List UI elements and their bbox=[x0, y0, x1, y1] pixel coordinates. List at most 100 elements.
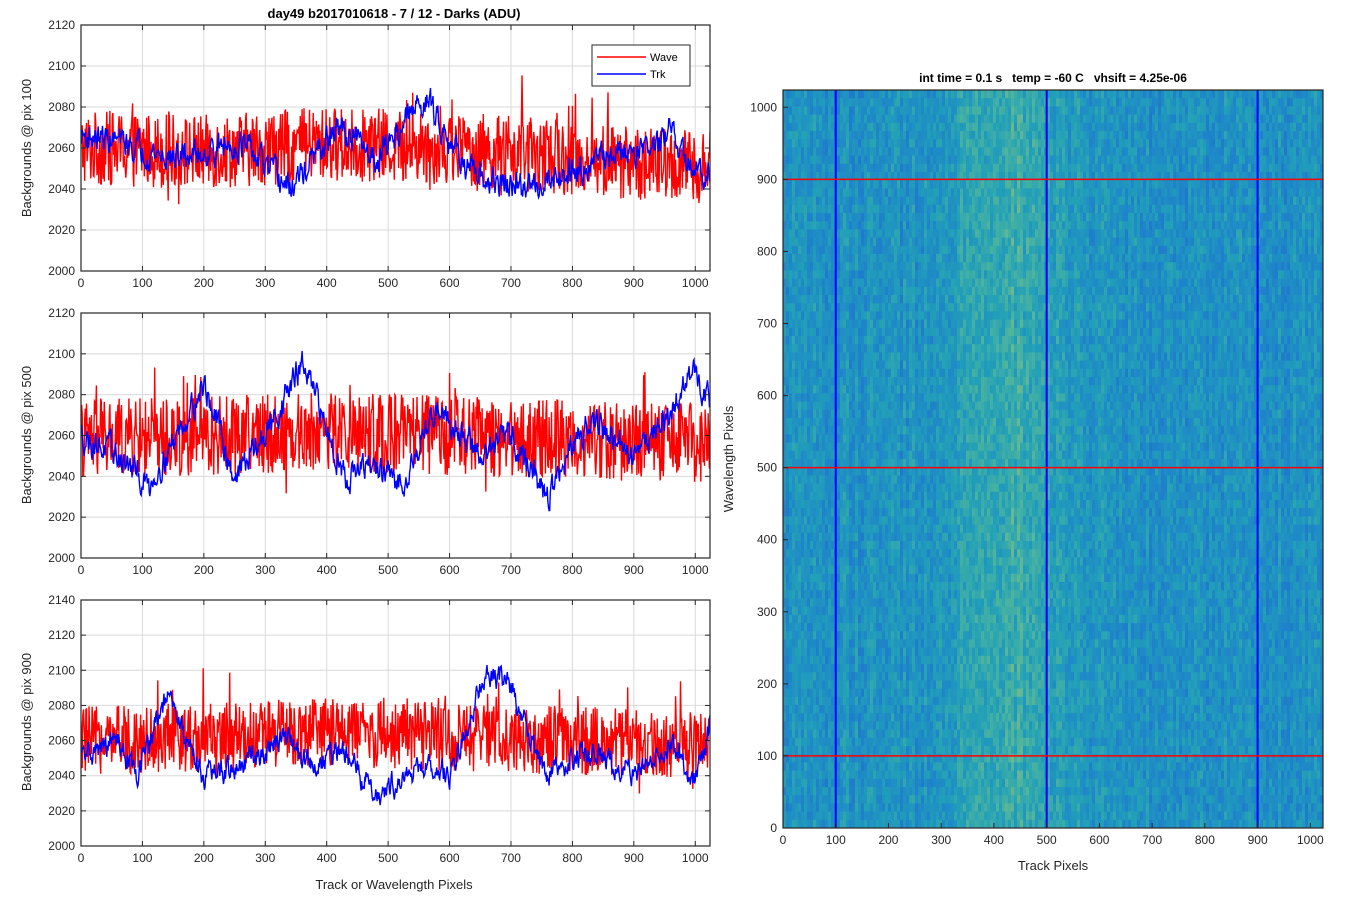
heatmap-cell bbox=[807, 705, 810, 714]
heatmap-cell bbox=[906, 467, 909, 476]
heatmap-cell bbox=[873, 779, 876, 788]
heatmap-cell bbox=[867, 115, 870, 124]
heatmap-cell bbox=[903, 771, 906, 780]
heatmap-cell bbox=[828, 590, 831, 599]
heatmap-cell bbox=[837, 533, 840, 542]
heatmap-cell bbox=[933, 197, 936, 206]
heatmap-cell bbox=[909, 295, 912, 304]
heatmap-cell bbox=[825, 590, 828, 599]
heatmap-cell bbox=[849, 713, 852, 722]
heatmap-cell bbox=[852, 566, 855, 575]
heatmap-cell bbox=[786, 188, 789, 197]
legend: Wave Trk bbox=[592, 45, 690, 86]
heatmap-cell bbox=[933, 246, 936, 255]
heatmap-cell bbox=[885, 656, 888, 665]
heatmap-cell bbox=[885, 762, 888, 771]
heatmap-cell bbox=[927, 730, 930, 739]
heatmap-cell bbox=[786, 492, 789, 501]
heatmap-cell bbox=[936, 475, 939, 484]
heatmap-cell bbox=[837, 607, 840, 616]
heatmap-cell bbox=[939, 156, 942, 165]
heatmap-cell bbox=[840, 229, 843, 238]
x-tick-label: 400 bbox=[317, 276, 337, 290]
heatmap-cell bbox=[789, 812, 792, 821]
heatmap-cell bbox=[813, 516, 816, 525]
heatmap-cell bbox=[891, 238, 894, 247]
heatmap-cell bbox=[876, 500, 879, 509]
heatmap-cell bbox=[933, 434, 936, 443]
heatmap-cell bbox=[843, 139, 846, 148]
heatmap-cell bbox=[894, 631, 897, 640]
heatmap-cell bbox=[894, 541, 897, 550]
heatmap-cell bbox=[927, 557, 930, 566]
heatmap-cell bbox=[864, 516, 867, 525]
heatmap-cell bbox=[789, 475, 792, 484]
heatmap-cell bbox=[939, 541, 942, 550]
heatmap-cell bbox=[885, 377, 888, 386]
heatmap-cell bbox=[876, 147, 879, 156]
heatmap-cell bbox=[906, 336, 909, 345]
heatmap-cell bbox=[897, 574, 900, 583]
heatmap-cell bbox=[822, 311, 825, 320]
heatmap-cell bbox=[939, 492, 942, 501]
heatmap-cell bbox=[795, 820, 798, 829]
heatmap-cell bbox=[924, 639, 927, 648]
heatmap-cell bbox=[900, 147, 903, 156]
heatmap-cell bbox=[897, 229, 900, 238]
heatmap-cell bbox=[936, 295, 939, 304]
heatmap-cell bbox=[786, 615, 789, 624]
heatmap-cell bbox=[858, 508, 861, 517]
heatmap-cell bbox=[930, 197, 933, 206]
heatmap-cell bbox=[807, 238, 810, 247]
heatmap-cell bbox=[924, 156, 927, 165]
heatmap-cell bbox=[819, 320, 822, 329]
heatmap-cell bbox=[894, 262, 897, 271]
y-tick-label: 2040 bbox=[48, 469, 75, 483]
heatmap-cell bbox=[825, 525, 828, 534]
heatmap-cell bbox=[936, 533, 939, 542]
heatmap-cell bbox=[822, 328, 825, 337]
heatmap-cell bbox=[906, 598, 909, 607]
heatmap-cell bbox=[900, 631, 903, 640]
heatmap-cell bbox=[822, 689, 825, 698]
heatmap-cell bbox=[936, 484, 939, 493]
heatmap-cell bbox=[909, 812, 912, 821]
heatmap-cell bbox=[885, 574, 888, 583]
heatmap-cell bbox=[888, 221, 891, 230]
heatmap-cell bbox=[885, 689, 888, 698]
heatmap-cell bbox=[915, 541, 918, 550]
heatmap-cell bbox=[861, 500, 864, 509]
heatmap-cell bbox=[915, 254, 918, 263]
heatmap-cell bbox=[846, 746, 849, 755]
heatmap-cell bbox=[789, 402, 792, 411]
heatmap-cell bbox=[879, 549, 882, 558]
heatmap-cell bbox=[903, 500, 906, 509]
heatmap-cell bbox=[927, 385, 930, 394]
heatmap-cell bbox=[906, 279, 909, 288]
heatmap-cell bbox=[840, 426, 843, 435]
heatmap-cell bbox=[810, 795, 813, 804]
heatmap-cell bbox=[846, 197, 849, 206]
heatmap-cell bbox=[888, 352, 891, 361]
heatmap-cell bbox=[912, 410, 915, 419]
heatmap-cell bbox=[912, 557, 915, 566]
heatmap-cell bbox=[855, 590, 858, 599]
heatmap-cell bbox=[843, 525, 846, 534]
heatmap-cell bbox=[915, 672, 918, 681]
heatmap-cell bbox=[804, 779, 807, 788]
heatmap-cell bbox=[933, 525, 936, 534]
heatmap-cell bbox=[816, 664, 819, 673]
heatmap-cell bbox=[906, 205, 909, 214]
heatmap-cell bbox=[843, 787, 846, 796]
heatmap-cell bbox=[879, 180, 882, 189]
heatmap-cell bbox=[915, 221, 918, 230]
heatmap-cell bbox=[837, 221, 840, 230]
heatmap-cell bbox=[843, 238, 846, 247]
heatmap-cell bbox=[897, 238, 900, 247]
heatmap-cell bbox=[900, 361, 903, 370]
heatmap-cell bbox=[828, 598, 831, 607]
heatmap-cell bbox=[852, 779, 855, 788]
heatmap-cell bbox=[828, 385, 831, 394]
